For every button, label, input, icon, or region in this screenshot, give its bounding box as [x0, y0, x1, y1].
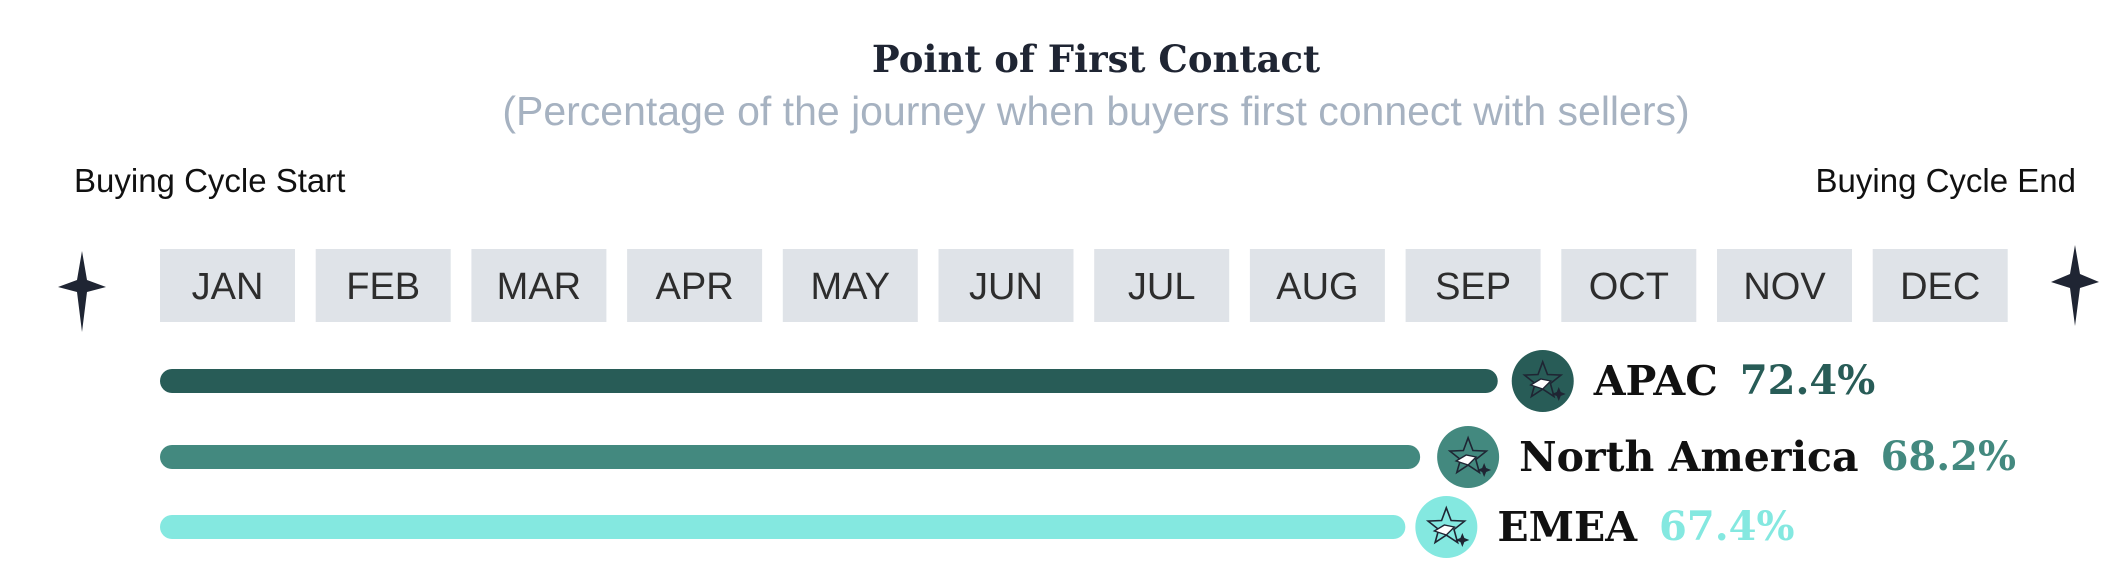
region-bars: APAC 72.4% North America 68.2% EMEA 67.4%	[160, 350, 2016, 558]
month-box	[471, 249, 607, 322]
sparkle-icon	[2051, 245, 2099, 326]
month-label-feb: FEB	[346, 266, 420, 308]
month-label-may: MAY	[811, 266, 891, 308]
month-label-jan: JAN	[192, 266, 264, 308]
buying-cycle-end-label: Buying Cycle End	[1816, 162, 2076, 199]
chart-title: Point of First Contact	[872, 37, 1320, 81]
month-label-aug: AUG	[1276, 266, 1358, 308]
month-label-dec: DEC	[1900, 266, 1980, 308]
month-box	[938, 249, 1074, 322]
value-label-north-america: 68.2%	[1881, 433, 2016, 480]
star-plane-icon	[1415, 496, 1478, 558]
region-label-emea: EMEA	[1497, 503, 1638, 551]
month-box	[627, 249, 763, 322]
month-box	[1717, 249, 1852, 322]
month-box	[1249, 249, 1385, 322]
month-box	[1405, 249, 1541, 322]
region-label-apac: APAC	[1593, 357, 1718, 405]
month-box	[1561, 249, 1697, 322]
month-box	[782, 249, 918, 322]
star-plane-icon	[1511, 350, 1574, 412]
month-axis: JAN FEB MAR APR MAY JUN JUL AUG SEP OCT NOV DEC	[160, 249, 2008, 322]
month-box	[1872, 249, 2008, 322]
month-label-sep: SEP	[1435, 266, 1511, 308]
month-box	[160, 249, 295, 322]
month-label-mar: MAR	[497, 266, 581, 308]
sparkle-icon	[58, 251, 106, 332]
region-label-north-america: North America	[1519, 433, 1858, 481]
month-label-oct: OCT	[1589, 266, 1669, 308]
month-box	[315, 249, 451, 322]
month-label-apr: APR	[656, 266, 734, 308]
month-label-jun: JUN	[969, 266, 1043, 308]
chart-subtitle: (Percentage of the journey when buyers f…	[502, 88, 1689, 134]
buying-cycle-start-label: Buying Cycle Start	[74, 162, 345, 199]
month-box	[1094, 249, 1230, 322]
value-label-emea: 67.4%	[1659, 503, 1794, 550]
month-label-nov: NOV	[1743, 266, 1826, 308]
star-plane-icon	[1437, 426, 1500, 488]
month-label-jul: JUL	[1128, 266, 1196, 308]
value-label-apac: 72.4%	[1740, 357, 1875, 404]
